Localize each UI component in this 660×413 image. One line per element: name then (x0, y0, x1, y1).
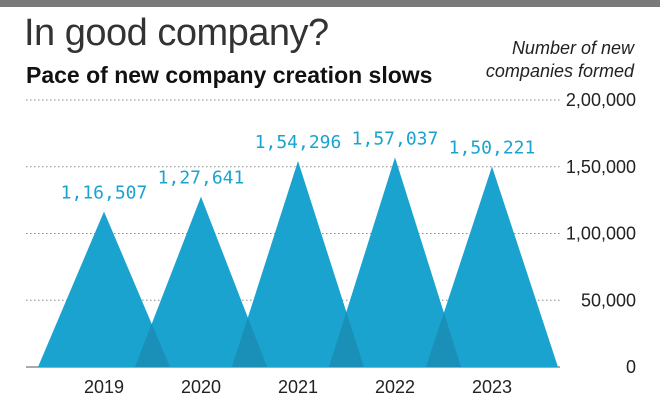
x-category-label: 2022 (375, 377, 415, 397)
data-label: 1,57,037 (352, 128, 439, 149)
y-axis-label-line-1: Number of new (511, 38, 634, 58)
data-label: 1,54,296 (255, 132, 342, 153)
overlap-2019-2020 (135, 323, 170, 367)
overlap-2022-2023 (426, 312, 461, 367)
y-axis-label: Number of new companies formed (474, 37, 634, 83)
data-label: 1,50,221 (449, 137, 536, 158)
peak-2019 (38, 211, 170, 367)
x-category-label: 2023 (472, 377, 512, 397)
x-category-label: 2019 (84, 377, 124, 397)
y-tick-label: 50,000 (581, 290, 636, 310)
x-category-label: 2020 (181, 377, 221, 397)
chart-subtitle: Pace of new company creation slows (26, 62, 433, 88)
overlap-2021-2022 (329, 311, 364, 367)
y-tick-label: 0 (626, 357, 636, 377)
peaks (38, 157, 558, 367)
y-axis-label-line-2: companies formed (485, 61, 634, 81)
data-label: 1,27,641 (158, 168, 245, 189)
peak-2022 (329, 157, 461, 367)
peak-2021 (232, 161, 364, 367)
data-label: 1,16,507 (61, 182, 148, 203)
overlap-2020-2021 (232, 317, 267, 367)
y-tick-label: 2,00,000 (566, 90, 636, 110)
peak-2020 (135, 196, 267, 367)
top-bar (0, 0, 660, 7)
peak-2023 (426, 166, 558, 367)
overlap-regions (135, 311, 461, 367)
y-axis-ticks: 0 50,000 1,00,000 1,50,000 2,00,000 (566, 90, 636, 377)
x-axis-categories: 2019 2020 2021 2022 2023 (84, 377, 512, 397)
y-tick-label: 1,00,000 (566, 224, 636, 244)
y-tick-label: 1,50,000 (566, 157, 636, 177)
data-labels: 1,16,507 1,27,641 1,54,296 1,57,037 1,50,221 (61, 128, 536, 203)
x-category-label: 2021 (278, 377, 318, 397)
chart-title: In good company? (24, 12, 329, 54)
